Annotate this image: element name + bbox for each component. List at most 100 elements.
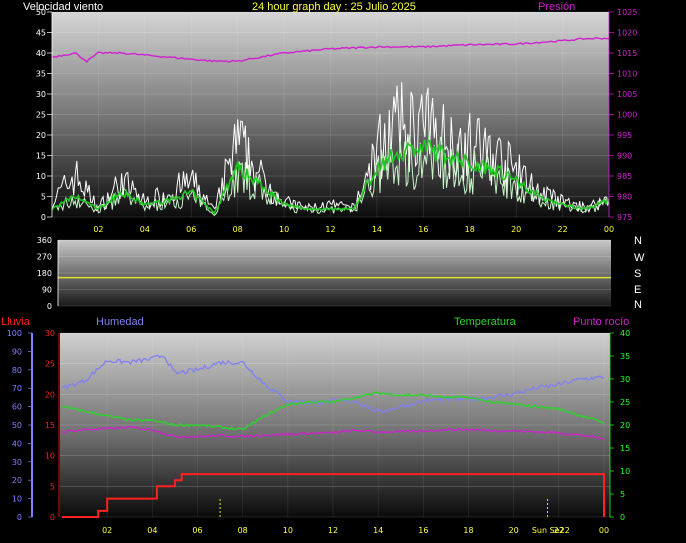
lower-x-date-label: Sun Se22 [532, 526, 570, 535]
rain-line [62, 473, 605, 518]
wind-x-tick-label: 16 [418, 225, 428, 234]
humidity-line [61, 354, 605, 413]
pressure-y-tick-label: 995 [617, 131, 632, 140]
wind-y-tick-label: 25 [36, 111, 46, 120]
humidity-y-tick-label: 50 [12, 421, 22, 430]
humidity-y-tick-label: 30 [12, 458, 22, 467]
lower-x-tick-label: 14 [373, 526, 383, 535]
wind-x-tick-label: 10 [279, 225, 289, 234]
temperature-y-tick-label: 5 [620, 490, 625, 499]
humidity-y-tick-label: 70 [12, 384, 22, 393]
wind-y-tick-label: 50 [36, 8, 46, 17]
compass-letter-w: W [634, 252, 645, 264]
pressure-y-tick-label: 1010 [617, 70, 637, 79]
wind-x-tick-label: 08 [233, 225, 243, 234]
wind-y-tick-label: 20 [36, 131, 46, 140]
compass-letter-n-top: N [634, 235, 642, 247]
compass-letter-e: E [634, 284, 642, 296]
temperature-line [61, 391, 605, 431]
wind-pressure-plot-area [52, 12, 609, 217]
rain-humidity-temperature-plot-area [60, 333, 610, 517]
wind-gust-line [51, 82, 610, 213]
wind-y-tick-label: 5 [41, 193, 46, 202]
pressure-y-tick-label: 1015 [617, 49, 637, 58]
temperature-y-tick-label: 40 [620, 329, 630, 338]
dew-point-label: Punto rocío [573, 316, 630, 328]
wind-x-tick-label: 00 [604, 225, 614, 234]
rain-y-tick-label: 30 [45, 329, 55, 338]
lower-x-tick-label: 20 [509, 526, 519, 535]
rain-y-tick-label: 15 [45, 421, 55, 430]
temperature-y-tick-label: 0 [620, 513, 625, 522]
humidity-label: Humedad [96, 316, 144, 328]
compass-letter-s: S [634, 268, 642, 280]
temperature-label: Temperatura [454, 316, 516, 328]
humidity-y-tick-label: 60 [12, 403, 22, 412]
humidity-y-tick-label: 80 [12, 366, 22, 375]
wind-y-tick-label: 30 [36, 90, 46, 99]
direction-y-tick-label: 270 [37, 253, 52, 262]
wind-y-tick-label: 40 [36, 49, 46, 58]
lower-x-tick-label: 04 [147, 526, 157, 535]
wind-y-tick-label: 45 [36, 29, 46, 38]
humidity-y-tick-label: 20 [12, 476, 22, 485]
temperature-y-tick-label: 25 [620, 398, 630, 407]
wind-x-tick-label: 22 [557, 225, 567, 234]
rain-y-tick-label: 25 [45, 360, 55, 369]
wind-y-tick-label: 10 [36, 172, 46, 181]
humidity-y-tick-label: 0 [17, 513, 22, 522]
wind-y-tick-label: 35 [36, 70, 46, 79]
lower-x-tick-label: 02 [102, 526, 112, 535]
lower-x-tick-label: 12 [328, 526, 338, 535]
lower-x-tick-label: 16 [418, 526, 428, 535]
lower-x-tick-label: 10 [283, 526, 293, 535]
pressure-y-tick-label: 990 [617, 152, 632, 161]
temperature-y-tick-label: 35 [620, 352, 630, 361]
humidity-y-tick-label: 90 [12, 347, 22, 356]
wind-x-tick-label: 20 [511, 225, 521, 234]
lower-x-tick-label: 08 [238, 526, 248, 535]
humidity-y-tick-label: 10 [12, 495, 22, 504]
wind-direction-plot-area [58, 240, 611, 306]
chart-title: 24 hour graph day : 25 Julio 2025 [252, 1, 416, 13]
wind-x-tick-label: 06 [186, 225, 196, 234]
wind-average-line [51, 138, 610, 215]
pressure-y-tick-label: 980 [617, 193, 632, 202]
pressure-y-tick-label: 1000 [617, 111, 637, 120]
wind-x-tick-label: 12 [325, 225, 335, 234]
pressure-line [51, 37, 610, 63]
temperature-y-tick-label: 10 [620, 467, 630, 476]
pressure-y-tick-label: 985 [617, 172, 632, 181]
temperature-y-tick-label: 15 [620, 444, 630, 453]
lower-x-tick-label: 06 [192, 526, 202, 535]
direction-y-tick-label: 180 [37, 269, 52, 278]
pressure-label: Presión [538, 1, 576, 13]
wind-y-tick-label: 15 [36, 152, 46, 161]
wind-x-tick-label: 04 [140, 225, 150, 234]
wind-x-tick-label: 02 [93, 225, 103, 234]
rain-y-tick-label: 0 [50, 513, 55, 522]
pressure-y-tick-label: 1025 [617, 8, 637, 17]
lower-x-tick-label: 00 [599, 526, 609, 535]
rain-y-tick-label: 10 [45, 452, 55, 461]
lower-x-tick-label: 18 [463, 526, 473, 535]
rain-y-tick-label: 5 [50, 482, 55, 491]
dew-point-line [61, 425, 605, 440]
wind-x-tick-label: 14 [372, 225, 382, 234]
lower-x-tick-label: 22 [554, 526, 564, 535]
compass-letter-n-bottom: N [634, 299, 642, 311]
wind-speed-label: Velocidad viento [23, 1, 104, 13]
temperature-y-tick-label: 30 [620, 375, 630, 384]
humidity-y-tick-label: 40 [12, 439, 22, 448]
direction-y-tick-label: 0 [47, 302, 52, 311]
direction-y-tick-label: 90 [42, 286, 52, 295]
rain-y-tick-label: 20 [45, 390, 55, 399]
rain-label: Lluvia [1, 316, 30, 328]
pressure-y-tick-label: 1020 [617, 29, 637, 38]
direction-y-tick-label: 360 [37, 236, 52, 245]
temperature-y-tick-label: 20 [620, 421, 630, 430]
wind-x-tick-label: 18 [465, 225, 475, 234]
pressure-y-tick-label: 1005 [617, 90, 637, 99]
humidity-y-tick-label: 100 [7, 329, 22, 338]
